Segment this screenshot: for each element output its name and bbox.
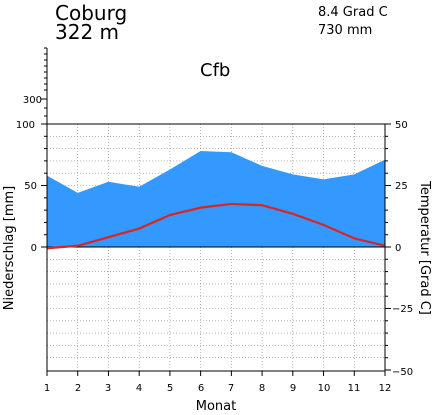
left-tick-label-100: 100: [16, 120, 35, 131]
x-tick-label-4: 4: [136, 383, 142, 394]
x-tick-label-2: 2: [75, 383, 81, 394]
station-name: Coburg: [55, 1, 127, 25]
left-tick-label-0: 0: [31, 243, 37, 254]
x-tick-label-12: 12: [379, 383, 392, 394]
x-axis-title: Monat: [196, 399, 236, 414]
x-tick-label-9: 9: [290, 383, 296, 394]
x-tick-label-8: 8: [259, 383, 265, 394]
x-tick-label-11: 11: [348, 383, 361, 394]
left-tick-label-50: 50: [24, 181, 37, 192]
left-upper-tick-label: 300: [23, 95, 42, 106]
precipitation-area: [47, 151, 385, 247]
right-tick-label-50: 50: [395, 120, 408, 131]
annual-precipitation: 730 mm: [318, 23, 372, 38]
station-elevation: 322 m: [55, 20, 119, 44]
upper-axis-ticks: [41, 47, 47, 117]
right-tick-label-0: 0: [395, 243, 401, 254]
axis-ticks: [41, 123, 391, 376]
right-tick-label-minus50: −50: [392, 367, 413, 378]
right-axis-title: Temperatur [Grad C]: [417, 180, 432, 315]
x-tick-label-5: 5: [167, 383, 173, 394]
climate-class: Cfb: [200, 60, 230, 81]
x-tick-label-7: 7: [228, 383, 234, 394]
x-tick-label-10: 10: [318, 383, 331, 394]
temperature-line: [46, 202, 386, 250]
mean-temperature: 8.4 Grad C: [318, 5, 388, 20]
right-tick-label-minus25: −25: [392, 304, 413, 315]
x-tick-label-6: 6: [198, 383, 204, 394]
left-axis-title: Niederschlag [mm]: [2, 186, 17, 311]
right-tick-label-25: 25: [395, 181, 408, 192]
x-tick-label-3: 3: [105, 383, 111, 394]
x-tick-label-1: 1: [44, 383, 50, 394]
